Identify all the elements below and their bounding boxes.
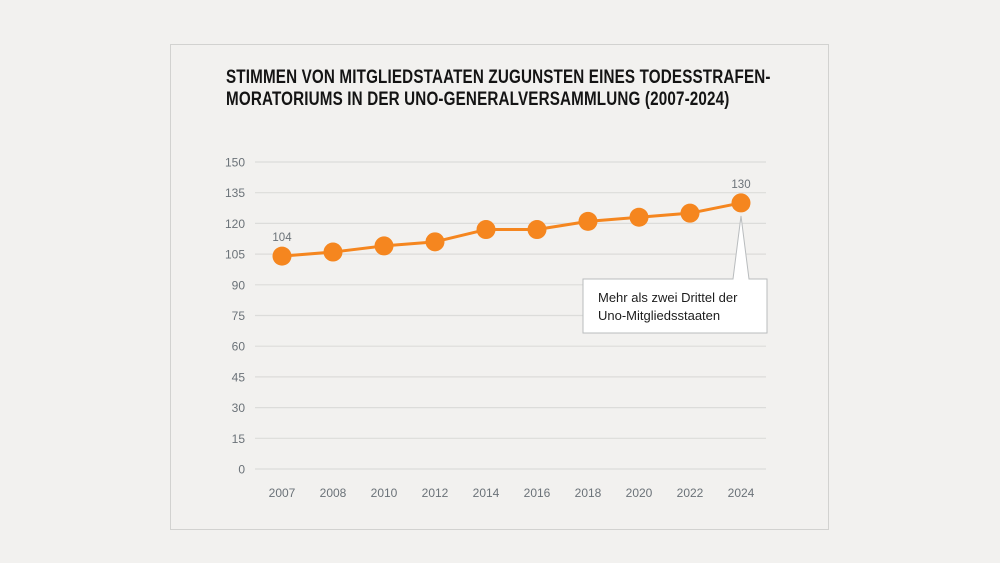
x-tick-label: 2016 <box>524 486 551 500</box>
data-label: 130 <box>731 179 750 191</box>
data-point <box>323 242 343 262</box>
chart-title: STIMMEN VON MITGLIEDSTAATEN ZUGUNSTEN EI… <box>226 66 770 110</box>
series-line <box>281 201 742 258</box>
callout-line-2: Uno-Mitgliedsstaaten <box>598 308 721 323</box>
x-tick-label: 2018 <box>575 486 602 500</box>
callout-box <box>582 215 768 334</box>
callout-line-1: Mehr als zwei Drittel der <box>598 290 738 305</box>
data-point <box>272 246 292 266</box>
y-tick-label: 30 <box>232 401 246 415</box>
chart-title-line-1: STIMMEN VON MITGLIEDSTAATEN ZUGUNSTEN EI… <box>226 66 771 88</box>
x-tick-label: 2024 <box>728 486 755 500</box>
x-tick-label: 2012 <box>422 486 449 500</box>
y-tick-label: 75 <box>232 309 246 323</box>
x-tick-label: 2022 <box>677 486 704 500</box>
y-tick-label: 90 <box>232 278 246 292</box>
data-point <box>527 220 547 240</box>
x-tick-label: 2008 <box>320 486 347 500</box>
y-tick-label: 15 <box>232 432 246 446</box>
y-tick-label: 150 <box>225 156 245 170</box>
data-labels: 104 130 <box>272 179 750 244</box>
data-point <box>374 236 394 256</box>
callout-annotation: Mehr als zwei Drittel der Uno-Mitgliedss… <box>583 279 767 333</box>
data-point <box>578 211 598 231</box>
x-tick-label: 2010 <box>371 486 398 500</box>
data-point <box>629 207 649 227</box>
y-tick-label: 105 <box>225 248 245 262</box>
x-axis-ticks: 2007 2008 2010 2012 2014 2016 2018 2020 2022 2024 <box>269 486 755 500</box>
x-tick-label: 2007 <box>269 486 296 500</box>
chart-title-line-2: MORATORIUMS IN DER UNO-GENERALVERSAMMLUN… <box>226 88 730 110</box>
x-tick-label: 2014 <box>473 486 500 500</box>
data-points <box>272 193 751 266</box>
data-point <box>680 203 700 223</box>
y-tick-label: 45 <box>232 370 246 384</box>
y-axis-ticks: 0 15 30 45 60 75 90 105 120 135 150 <box>225 156 245 477</box>
y-tick-label: 120 <box>225 217 245 231</box>
y-tick-label: 60 <box>232 340 246 354</box>
y-tick-label: 135 <box>225 186 245 200</box>
data-label: 104 <box>272 232 292 244</box>
x-tick-label: 2020 <box>626 486 653 500</box>
data-point <box>731 193 751 213</box>
y-tick-label: 0 <box>238 463 245 477</box>
data-point <box>425 232 445 252</box>
data-point <box>476 220 496 240</box>
